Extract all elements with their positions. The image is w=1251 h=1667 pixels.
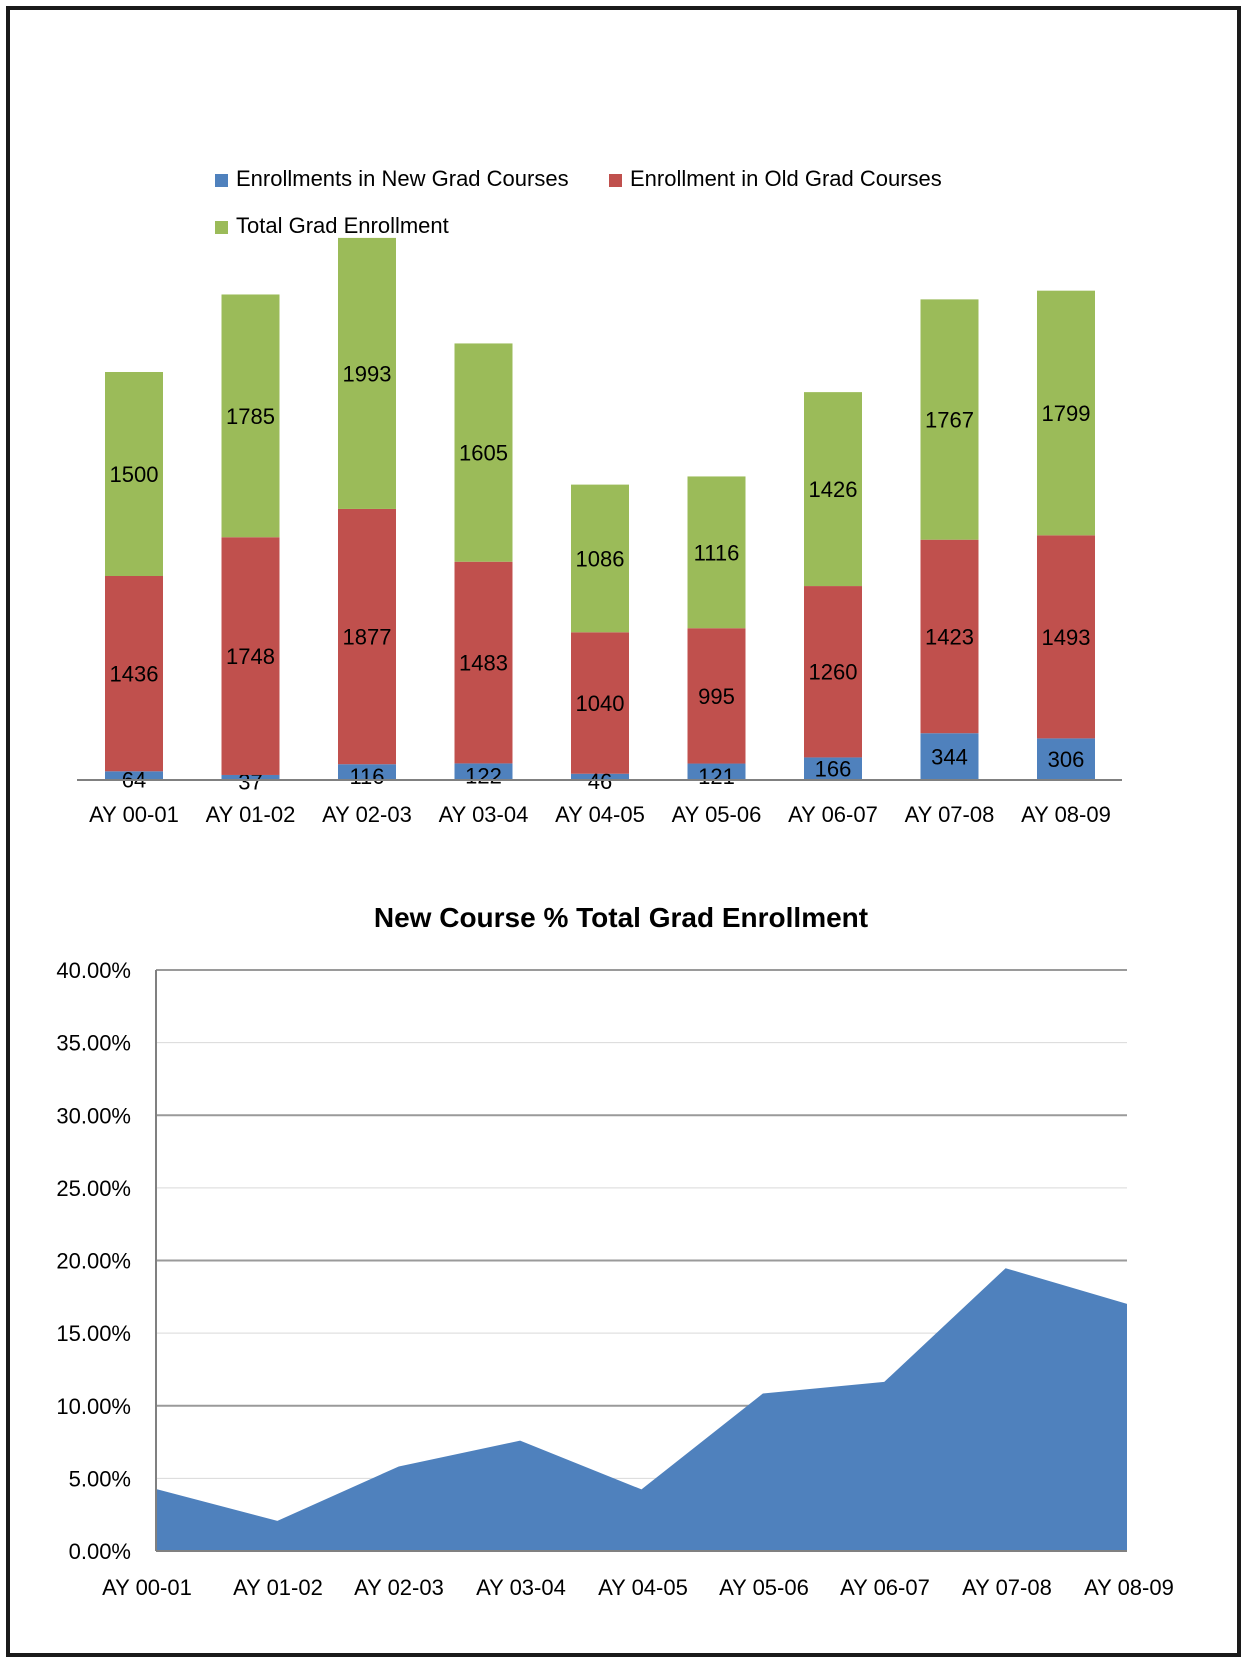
legend-label-0: Enrollments in New Grad Courses: [236, 166, 569, 191]
bar-1-2: [338, 508, 396, 765]
data-label-1-8: 1493: [1042, 625, 1091, 650]
area-series: [156, 1268, 1127, 1551]
legend-swatch-2: [215, 221, 228, 234]
x-tick-label-0: AY 00-01: [102, 1575, 192, 1600]
bar-1-5: [687, 628, 746, 764]
data-label-0-6: 166: [815, 757, 852, 782]
bar-0-7: [920, 733, 979, 780]
bar-1-0: [105, 576, 163, 772]
data-label-1-5: 995: [698, 684, 735, 709]
bar-2-8: [1037, 290, 1095, 536]
x-tick-label-4: AY 04-05: [598, 1575, 688, 1600]
stacked-bar-chart: Enrollments in New Grad Courses Enrollmen…: [77, 166, 1122, 827]
bar-1-6: [804, 586, 862, 758]
data-label-0-5: 121: [698, 764, 735, 789]
bar-2-2: [338, 237, 396, 509]
bar-0-2: [338, 764, 396, 780]
data-label-0-7: 344: [931, 745, 968, 770]
data-label-2-3: 1605: [459, 441, 508, 466]
x-tick-label-1: AY 01-02: [206, 802, 296, 827]
bar-2-0: [105, 372, 163, 576]
data-label-0-8: 306: [1048, 747, 1085, 772]
bar-0-8: [1037, 738, 1095, 780]
x-tick-label-8: AY 08-09: [1021, 802, 1111, 827]
bar-2-3: [454, 343, 513, 562]
data-label-1-3: 1483: [459, 651, 508, 676]
bar-1-3: [454, 561, 513, 764]
x-tick-label-7: AY 07-08: [905, 802, 995, 827]
y-tick-label-3: 15.00%: [56, 1321, 131, 1346]
data-label-2-6: 1426: [809, 477, 858, 502]
bar-0-0: [105, 771, 163, 780]
page-frame: [6, 6, 1241, 1657]
x-tick-label-6: AY 06-07: [840, 1575, 930, 1600]
legend-swatch-0: [215, 174, 228, 187]
y-tick-label-4: 20.00%: [56, 1249, 131, 1274]
bar-0-6: [804, 757, 862, 780]
x-tick-label-3: AY 03-04: [439, 802, 529, 827]
data-label-2-1: 1785: [226, 404, 275, 429]
data-label-1-7: 1423: [925, 624, 974, 649]
x-tick-label-7: AY 07-08: [962, 1575, 1052, 1600]
bar-1-8: [1037, 535, 1095, 739]
data-label-2-5: 1116: [694, 540, 740, 565]
bar-2-7: [920, 299, 979, 540]
y-tick-label-0: 0.00%: [69, 1539, 131, 1564]
data-label-2-4: 1086: [576, 546, 625, 571]
data-label-1-4: 1040: [576, 691, 625, 716]
data-label-1-2: 1877: [343, 625, 392, 650]
legend-label-2: Total Grad Enrollment: [236, 213, 449, 238]
x-tick-label-2: AY 02-03: [322, 802, 412, 827]
x-tick-label-0: AY 00-01: [89, 802, 179, 827]
y-tick-label-2: 10.00%: [56, 1394, 131, 1419]
y-tick-label-8: 40.00%: [56, 958, 131, 983]
x-tick-label-2: AY 02-03: [354, 1575, 444, 1600]
bar-0-5: [687, 763, 746, 780]
bar-1-7: [920, 539, 979, 734]
data-label-0-2: 116: [349, 764, 384, 789]
x-tick-label-3: AY 03-04: [476, 1575, 566, 1600]
bar-2-5: [687, 476, 746, 629]
y-tick-label-6: 30.00%: [56, 1103, 131, 1128]
x-tick-label-5: AY 05-06: [719, 1575, 809, 1600]
bar-0-1: [221, 774, 280, 780]
data-label-0-3: 122: [465, 764, 502, 789]
x-tick-label-5: AY 05-06: [672, 802, 762, 827]
y-tick-label-1: 5.00%: [69, 1466, 131, 1491]
data-label-2-2: 1993: [343, 361, 392, 386]
data-label-1-6: 1260: [809, 660, 858, 685]
x-tick-label-8: AY 08-09: [1084, 1575, 1174, 1600]
data-label-1-1: 1748: [226, 644, 275, 669]
x-tick-label-4: AY 04-05: [555, 802, 645, 827]
bar-0-3: [454, 763, 513, 780]
bar-2-6: [804, 392, 862, 587]
data-label-2-7: 1767: [925, 408, 974, 433]
data-label-1-0: 1436: [110, 662, 159, 687]
bar-1-4: [571, 632, 629, 774]
legend: Enrollments in New Grad Courses Enrollmen…: [215, 166, 942, 238]
x-tick-label-6: AY 06-07: [788, 802, 878, 827]
bar-0-4: [571, 773, 629, 780]
y-tick-label-7: 35.00%: [56, 1031, 131, 1056]
bar-2-4: [571, 484, 629, 633]
y-tick-label-5: 25.00%: [56, 1176, 131, 1201]
bar-2-1: [221, 294, 280, 538]
legend-label-1: Enrollment in Old Grad Courses: [630, 166, 942, 191]
chart-title: New Course % Total Grad Enrollment: [374, 902, 868, 933]
data-label-2-0: 1500: [110, 462, 159, 487]
x-tick-label-1: AY 01-02: [233, 1575, 323, 1600]
bar-1-1: [221, 537, 280, 775]
legend-swatch-1: [609, 174, 622, 187]
data-label-2-8: 1799: [1042, 401, 1091, 426]
